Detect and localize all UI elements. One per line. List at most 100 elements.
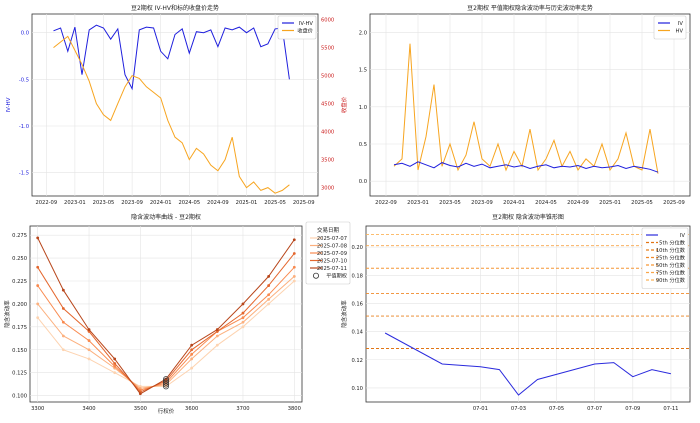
y-tick-label: -1.5 — [19, 171, 29, 177]
y-axis-label: 隐含波动率 — [340, 300, 348, 328]
x-tick-label: 2023-01 — [64, 200, 86, 206]
data-point — [190, 357, 194, 361]
legend-entry: 5th 分位数 — [659, 239, 686, 247]
legend-entry: 25th 分位数 — [656, 254, 686, 262]
data-point — [87, 348, 91, 352]
y2-axis-label: 收盘价 — [340, 96, 348, 113]
x-tick-label: 3400 — [82, 406, 95, 412]
y-axis-label: IV-HV — [6, 97, 12, 112]
legend-entry: 10th 分位数 — [656, 246, 686, 254]
x-tick-label: 2023-01 — [407, 200, 429, 206]
y2-tick-label: 4500 — [321, 102, 334, 108]
y-tick-label: 0.175 — [12, 325, 27, 331]
data-point — [292, 275, 296, 278]
atm-point — [163, 377, 169, 384]
x-tick-label: 07-01 — [473, 406, 488, 412]
y-tick-label: 0.20 — [351, 245, 363, 251]
data-point — [61, 348, 65, 352]
legend-entry: IV-HV — [299, 21, 314, 27]
x-tick-label: 2025-09 — [293, 200, 315, 206]
data-point — [267, 284, 271, 287]
legend-title: 交易日期 — [317, 226, 340, 234]
legend-entry: 50th 分位数 — [656, 261, 686, 269]
y-tick-label: 0.250 — [12, 256, 27, 262]
legend-entry: 2025-07-07 — [317, 236, 347, 242]
data-point — [267, 297, 271, 301]
series-line-IV — [384, 332, 672, 396]
y2-tick-label: 5000 — [321, 74, 334, 80]
chart-title: 豆2期权 IV-HV和标的收盘价走势 — [131, 4, 219, 12]
data-point — [113, 371, 117, 375]
y-tick-label: 1.5 — [359, 68, 367, 74]
chart-title: 豆2期权 隐含波动率锥形图 — [492, 213, 564, 221]
data-point — [87, 339, 91, 342]
y-tick-label: 0.18 — [351, 273, 363, 279]
y-tick-label: 0.5 — [359, 142, 367, 148]
y-tick-label: -1.0 — [19, 124, 29, 130]
x-tick-label: 2024-01 — [150, 200, 172, 206]
data-point — [215, 328, 219, 331]
x-tick-label: 2023-09 — [471, 200, 493, 206]
data-point — [292, 238, 296, 242]
x-tick-label: 2025-01 — [236, 200, 258, 206]
x-tick-label: 2025-05 — [264, 200, 286, 206]
plot-frame — [29, 225, 303, 403]
y2-tick-label: 3000 — [321, 186, 334, 192]
x-tick-label: 07-07 — [587, 406, 602, 412]
y2-tick-label: 3500 — [321, 158, 334, 164]
x-tick-label: 2024-05 — [178, 200, 200, 206]
y-tick-label: 0.125 — [12, 371, 27, 377]
data-point — [267, 293, 271, 297]
data-point — [241, 302, 245, 306]
legend-entry: 收盘价 — [297, 27, 313, 35]
x-tick-label: 2024-09 — [567, 200, 589, 206]
legend-entry: 2025-07-10 — [317, 259, 347, 265]
x-tick-label: 07-11 — [663, 406, 678, 412]
x-tick-label: 2025-09 — [663, 200, 685, 206]
atm-point — [163, 376, 169, 383]
data-point — [87, 357, 91, 361]
atm-point — [163, 379, 169, 386]
series-line-收盘价 — [53, 35, 290, 194]
y2-tick-label: 5500 — [321, 46, 334, 52]
data-point — [61, 288, 65, 292]
x-tick-label: 3500 — [134, 406, 147, 412]
y2-tick-label: 4000 — [321, 130, 334, 136]
x-tick-label: 2025-01 — [599, 200, 621, 206]
legend-entry: IV — [678, 21, 684, 27]
data-point — [61, 320, 65, 324]
legend-entry: HV — [676, 29, 684, 35]
data-point — [241, 320, 245, 324]
data-point — [241, 325, 245, 329]
data-point — [267, 302, 271, 306]
x-tick-label: 07-05 — [549, 406, 564, 412]
y-tick-label: 0.0 — [21, 31, 29, 37]
y-tick-label: 0.10 — [351, 386, 363, 392]
x-tick-label: 3300 — [31, 406, 44, 412]
y-tick-label: 0.225 — [12, 279, 27, 285]
x-tick-label: 2023-05 — [93, 200, 115, 206]
legend-entry: 90th 分位数 — [656, 276, 686, 284]
data-point — [138, 392, 142, 396]
legend-entry: 2025-07-09 — [317, 251, 347, 257]
x-tick-label: 07-09 — [625, 406, 640, 412]
legend-marker — [312, 272, 319, 279]
y-tick-label: 0.150 — [12, 348, 27, 354]
chart-title: 隐含波动率曲线 - 豆2期权 — [131, 213, 201, 221]
y-tick-label: 1.0 — [359, 105, 367, 111]
data-point — [113, 357, 117, 361]
data-point — [292, 265, 296, 269]
legend-entry: 75th 分位数 — [656, 269, 686, 277]
chart-title: 豆2期权 平值期权隐含波动率与历史波动率走势 — [467, 4, 593, 12]
x-tick-label: 07-03 — [511, 406, 526, 412]
series-line-HV — [393, 43, 659, 174]
data-point — [292, 252, 296, 255]
y-tick-label: 0.200 — [12, 302, 27, 308]
y-tick-label: 0.275 — [12, 233, 27, 239]
data-point — [61, 307, 65, 310]
x-tick-label: 3600 — [185, 406, 198, 412]
legend — [641, 227, 689, 289]
series-line-IV-HV — [53, 24, 290, 91]
series-line-IV — [393, 161, 659, 173]
data-point — [190, 366, 194, 370]
